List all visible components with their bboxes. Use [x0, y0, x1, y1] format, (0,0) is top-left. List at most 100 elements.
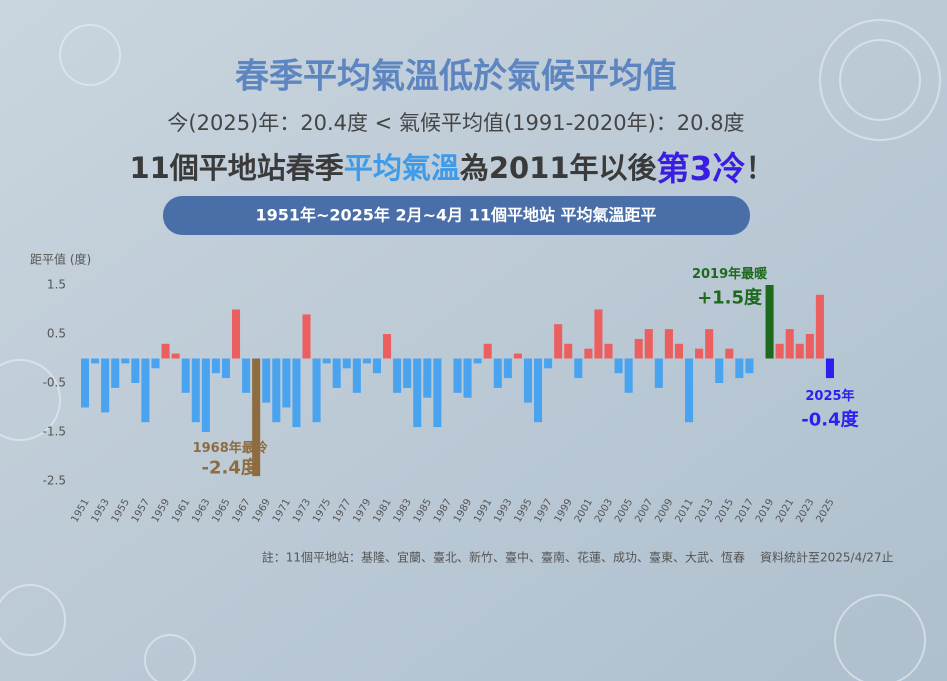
source: 資料統計至2025/4/27止 [760, 550, 894, 565]
headline-part: 11個平地站春季 [129, 151, 343, 185]
bar [463, 358, 472, 398]
bar [352, 358, 361, 393]
bar [523, 358, 532, 403]
bar [433, 358, 442, 428]
bar [483, 343, 492, 359]
bar [141, 358, 150, 423]
bar [171, 353, 180, 359]
highlight-label: 2025年 [805, 388, 854, 404]
highlight-value: +1.5度 [697, 287, 763, 309]
bar [795, 343, 804, 359]
bar [513, 353, 522, 359]
bar [503, 358, 512, 379]
bar [825, 358, 834, 379]
y-tick-label: 0.5 [47, 327, 66, 341]
bar [221, 358, 230, 379]
bar [111, 358, 120, 388]
headline-part: 平均氣溫 [344, 151, 460, 185]
bar [383, 334, 392, 359]
bar [685, 358, 694, 423]
bar [604, 343, 613, 359]
bar [181, 358, 190, 393]
bar [372, 358, 381, 374]
bar [211, 358, 220, 374]
bar [151, 358, 160, 369]
bar [805, 334, 814, 359]
bar [191, 358, 200, 423]
bar [332, 358, 341, 388]
bar [201, 358, 210, 432]
bar [393, 358, 402, 393]
bar [252, 358, 261, 477]
highlight-value: -0.4度 [801, 409, 859, 431]
bar [674, 343, 683, 359]
bar [242, 358, 251, 393]
headline: 11個平地站春季平均氣溫為2011年以後第3冷！ [129, 149, 774, 188]
bar [272, 358, 281, 423]
bar [695, 348, 704, 359]
bar [564, 343, 573, 359]
bar [292, 358, 301, 428]
highlight-label: 1968年最冷 [193, 440, 268, 456]
headline-part: 為2011年以後 [460, 151, 658, 185]
bar [785, 329, 794, 359]
bar [594, 309, 603, 359]
y-axis-label: 距平值 (度) [30, 252, 91, 267]
bar [745, 358, 754, 374]
bar [81, 358, 90, 408]
y-tick-label: -0.5 [43, 376, 66, 390]
bar [342, 358, 351, 369]
bar [302, 314, 311, 359]
bar [644, 329, 653, 359]
bar [735, 358, 744, 379]
bar [413, 358, 422, 428]
bar [91, 358, 100, 364]
bar [634, 338, 643, 359]
bar [705, 329, 714, 359]
bar [584, 348, 593, 359]
y-tick-label: -1.5 [43, 425, 66, 439]
highlight-value: -2.4度 [201, 457, 259, 479]
bar [534, 358, 543, 423]
bar [664, 329, 673, 359]
bar [654, 358, 663, 388]
y-tick-label: -2.5 [43, 474, 66, 488]
bar [362, 358, 371, 364]
title: 春季平均氣溫低於氣候平均值 [235, 57, 677, 97]
bar [624, 358, 633, 393]
bar [715, 358, 724, 383]
headline-part: 第3冷 [657, 149, 746, 188]
bar [161, 343, 170, 359]
decoration [0, 19, 941, 681]
bar [131, 358, 140, 383]
banner-text: 1951年~2025年 2月~4月 11個平地站 平均氣溫距平 [255, 206, 656, 225]
bar [725, 348, 734, 359]
bar [614, 358, 623, 374]
banner [163, 196, 750, 235]
bar [121, 358, 130, 364]
bar [423, 358, 432, 398]
y-tick-label: 1.5 [47, 278, 66, 292]
bar [232, 309, 241, 359]
bar [403, 358, 412, 388]
bar [775, 343, 784, 359]
bar [554, 324, 563, 359]
bar [574, 358, 583, 379]
footnote: 註：11個平地站：基隆、宜蘭、臺北、新竹、臺中、臺南、花蓮、成功、臺東、大武、恆… [262, 550, 745, 565]
bar [544, 358, 553, 369]
bar [493, 358, 502, 388]
bar [473, 358, 482, 364]
bar [312, 358, 321, 423]
bar [262, 358, 271, 403]
highlight-label: 2019年最暖 [692, 266, 768, 282]
bar [815, 294, 824, 359]
bar [765, 285, 774, 359]
bar [453, 358, 462, 393]
bar [282, 358, 291, 408]
bar [101, 358, 110, 413]
subtitle: 今(2025)年：20.4度 < 氣候平均值(1991-2020年)：20.8度 [167, 111, 744, 135]
bar [322, 358, 331, 364]
